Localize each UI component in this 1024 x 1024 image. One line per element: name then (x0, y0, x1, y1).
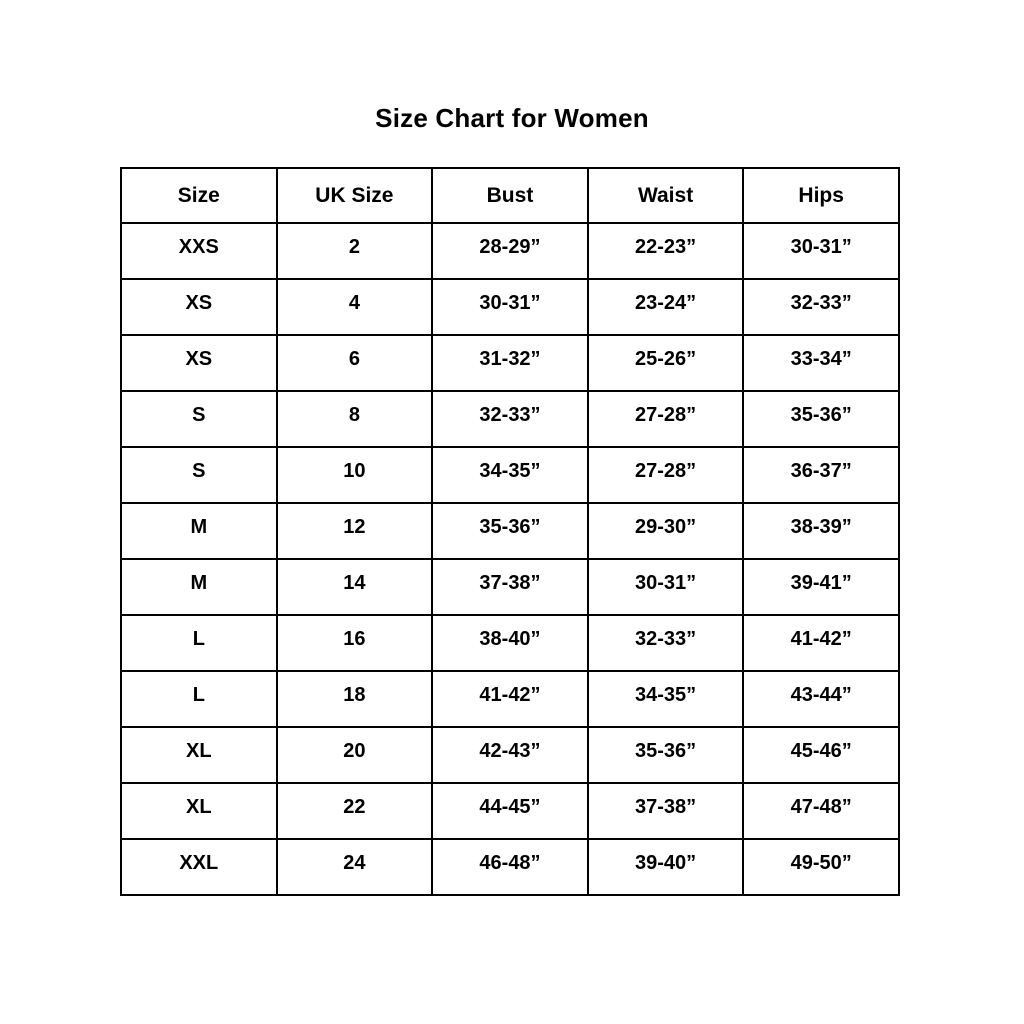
page-title: Size Chart for Women (375, 103, 649, 133)
table-cell: 23-24” (586, 278, 745, 336)
table-cell: 37-38” (586, 782, 745, 840)
table-cell: 6 (275, 334, 434, 392)
table-cell: 32-33” (586, 614, 745, 672)
table-cell: 12 (275, 502, 434, 560)
table-row: L 18 41-42” 34-35” 43-44” (120, 670, 900, 728)
table-cell: 4 (275, 278, 434, 336)
table-body: XXS 2 28-29” 22-23” 30-31” XS 4 30-31” 23-24” 32-… (120, 222, 900, 896)
table-cell: 43-44” (742, 670, 900, 728)
table-cell: 36-37” (742, 446, 900, 504)
table-cell: 14 (275, 558, 434, 616)
table-cell: L (120, 670, 278, 728)
table-cell: 18 (275, 670, 434, 728)
table-row: S 10 34-35” 27-28” 36-37” (120, 446, 900, 504)
table-cell: L (120, 614, 278, 672)
table-cell: M (120, 558, 278, 616)
table-cell: M (120, 502, 278, 560)
table-cell: XL (120, 782, 278, 840)
table-cell: 28-29” (431, 222, 589, 280)
table-cell: 30-31” (586, 558, 745, 616)
table-cell: 20 (275, 726, 434, 784)
size-chart-table: Size UK Size Bust Waist Hips XXS 2 28-29” 22-23… (120, 167, 900, 896)
table-cell: 27-28” (586, 390, 745, 448)
table-row: XS 6 31-32” 25-26” 33-34” (120, 334, 900, 392)
table-cell: XXL (120, 838, 278, 896)
table-cell: 37-38” (431, 558, 589, 616)
table-cell: 16 (275, 614, 434, 672)
table-cell: 8 (275, 390, 434, 448)
table-cell: 27-28” (586, 446, 745, 504)
table-cell: 34-35” (431, 446, 589, 504)
table-row: L 16 38-40” 32-33” 41-42” (120, 614, 900, 672)
table-cell: 30-31” (742, 222, 900, 280)
table-cell: 42-43” (431, 726, 589, 784)
table-header-row: Size UK Size Bust Waist Hips (120, 167, 900, 224)
table-cell: 24 (275, 838, 434, 896)
table-cell: 41-42” (742, 614, 900, 672)
table-cell: 35-36” (431, 502, 589, 560)
table-cell: 44-45” (431, 782, 589, 840)
column-header: Hips (742, 167, 900, 224)
table-cell: 25-26” (586, 334, 745, 392)
table-row: M 12 35-36” 29-30” 38-39” (120, 502, 900, 560)
column-header: Bust (431, 167, 589, 224)
table-row: XXS 2 28-29” 22-23” 30-31” (120, 222, 900, 280)
table-row: S 8 32-33” 27-28” 35-36” (120, 390, 900, 448)
table-row: XXL 24 46-48” 39-40” 49-50” (120, 838, 900, 896)
table-cell: 41-42” (431, 670, 589, 728)
table-cell: 30-31” (431, 278, 589, 336)
column-header: UK Size (275, 167, 434, 224)
table-cell: 10 (275, 446, 434, 504)
table-cell: 38-39” (742, 502, 900, 560)
column-header: Size (120, 167, 278, 224)
table-row: XL 20 42-43” 35-36” 45-46” (120, 726, 900, 784)
table-cell: XL (120, 726, 278, 784)
table-header: Size UK Size Bust Waist Hips (120, 167, 900, 224)
table-cell: 22 (275, 782, 434, 840)
table-cell: 22-23” (586, 222, 745, 280)
table-cell: 31-32” (431, 334, 589, 392)
table-cell: 2 (275, 222, 434, 280)
table-cell: 35-36” (742, 390, 900, 448)
table-row: XS 4 30-31” 23-24” 32-33” (120, 278, 900, 336)
table-cell: XS (120, 334, 278, 392)
table-cell: XS (120, 278, 278, 336)
table-row: XL 22 44-45” 37-38” 47-48” (120, 782, 900, 840)
table-cell: 47-48” (742, 782, 900, 840)
table-row: M 14 37-38” 30-31” 39-41” (120, 558, 900, 616)
table-cell: 39-40” (586, 838, 745, 896)
table-cell: 32-33” (431, 390, 589, 448)
table-cell: S (120, 390, 278, 448)
table-cell: 35-36” (586, 726, 745, 784)
table-cell: 33-34” (742, 334, 900, 392)
table-cell: 32-33” (742, 278, 900, 336)
table-cell: 46-48” (431, 838, 589, 896)
table-cell: 39-41” (742, 558, 900, 616)
table-cell: 38-40” (431, 614, 589, 672)
table-cell: 45-46” (742, 726, 900, 784)
table-cell: XXS (120, 222, 278, 280)
table-cell: S (120, 446, 278, 504)
table-cell: 49-50” (742, 838, 900, 896)
column-header: Waist (586, 167, 745, 224)
table-cell: 34-35” (586, 670, 745, 728)
table-cell: 29-30” (586, 502, 745, 560)
